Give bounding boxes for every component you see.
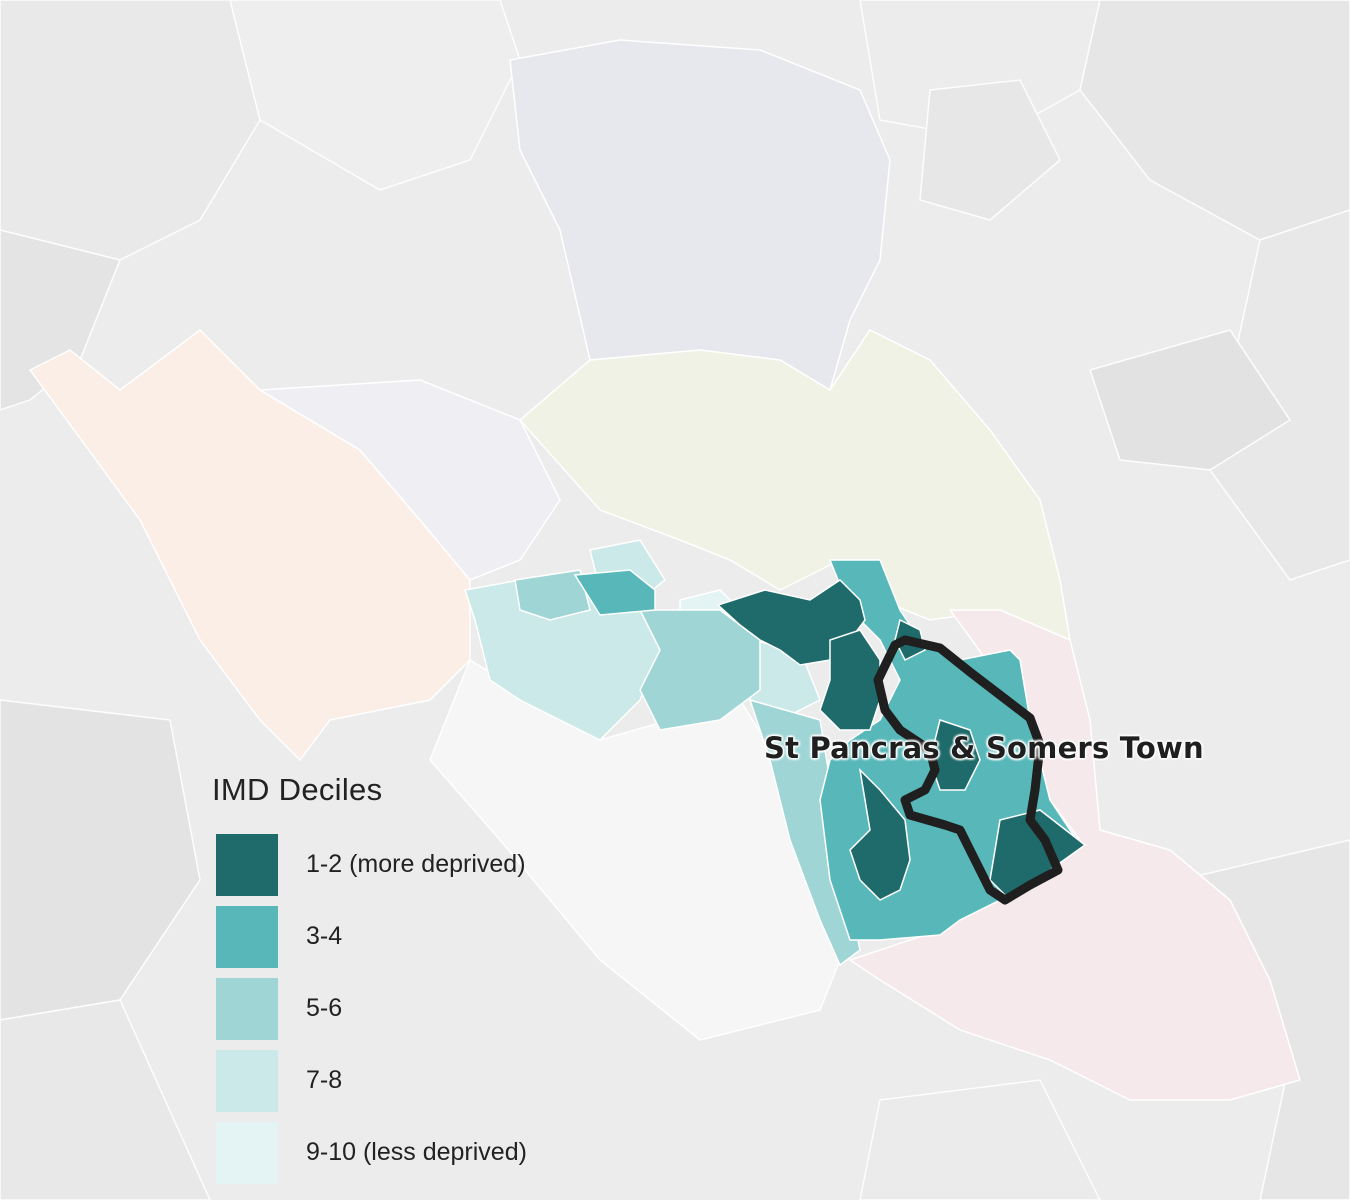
legend-item-5-6: 5-6 xyxy=(212,978,592,1050)
ward-faded-olive xyxy=(518,329,1071,642)
legend-item-9-10: 9-10 (less deprived) xyxy=(212,1122,592,1194)
imd-area-decile-5-6 xyxy=(748,698,861,967)
imd-area-decile-5-6 xyxy=(514,569,591,621)
ward-name-label: St Pancras & Somers Town xyxy=(764,731,1204,765)
ward-faded-lavender xyxy=(509,39,891,392)
legend-label: 9-10 (less deprived) xyxy=(306,1138,527,1166)
legend-swatch xyxy=(216,1050,278,1112)
legend-swatch xyxy=(216,906,278,968)
legend-label: 3-4 xyxy=(306,922,343,950)
ward-faded-orange xyxy=(28,329,471,762)
legend-swatch xyxy=(216,978,278,1040)
legend-label: 5-6 xyxy=(306,994,343,1022)
imd-area-decile-3-4 xyxy=(573,569,656,616)
legend-title: IMD Deciles xyxy=(212,772,383,807)
legend: IMD Deciles 1-2 (more deprived) 3-4 5-6 … xyxy=(212,770,592,1194)
legend-label: 7-8 xyxy=(306,1066,343,1094)
imd-area-decile-1-2 xyxy=(819,629,881,731)
legend-item-1-2: 1-2 (more deprived) xyxy=(212,834,592,906)
imd-area-decile-1-2 xyxy=(849,767,911,901)
legend-label: 1-2 (more deprived) xyxy=(306,850,526,878)
legend-swatch xyxy=(216,834,278,896)
imd-area-decile-5-6 xyxy=(638,609,761,731)
legend-item-7-8: 7-8 xyxy=(212,1050,592,1122)
legend-item-3-4: 3-4 xyxy=(212,906,592,978)
ward-faded-lavender-light xyxy=(257,379,561,581)
ward-outline-st-pancras-somers-town xyxy=(873,635,1063,905)
legend-swatch xyxy=(216,1122,278,1184)
